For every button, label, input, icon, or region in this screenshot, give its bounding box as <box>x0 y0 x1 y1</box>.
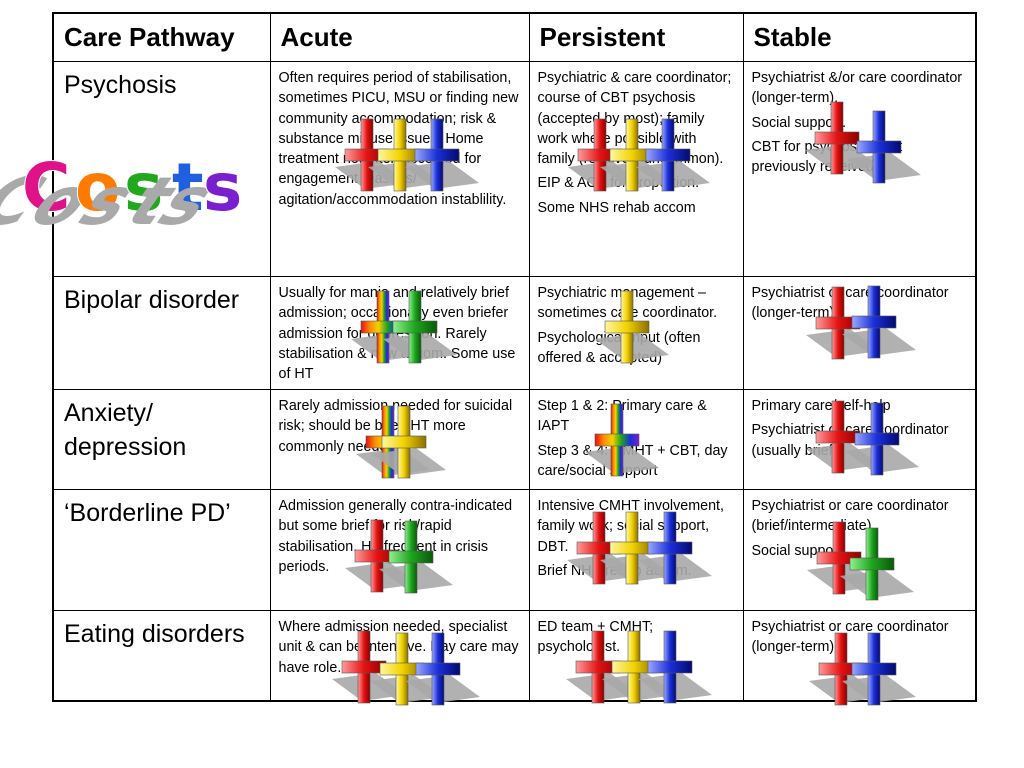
stable-anxiety: Primary care/self-help Psychiatrist or c… <box>742 389 977 490</box>
persistent-anxiety: Step 1 & 2: Primary care & IAPT Step 3 &… <box>528 389 744 490</box>
cell-text: EIP & AOT for proportion. <box>537 175 700 192</box>
cell-text: Psychiatric & care coordinator; course o… <box>537 70 732 168</box>
stable-bipolar: Psychiatrist or care coordinator (longer… <box>742 276 977 390</box>
pathway-borderline: ‘Borderline PD’ <box>52 489 271 611</box>
cell-text: Psychological input (often offered & acc… <box>537 329 701 366</box>
persistent-eating: ED team + CMHT; psychologist. <box>528 610 744 702</box>
pathway-psychosis: Psychosis <box>52 61 271 277</box>
table-row-bipolar: Bipolar disorder Usually for mania and r… <box>52 276 977 390</box>
persistent-borderline: Intensive CMHT involvement, family work;… <box>528 489 744 611</box>
stable-borderline: Psychiatrist or care coordinator (brief/… <box>742 489 977 611</box>
cell-text: Psychiatric management – sometimes care … <box>537 285 718 322</box>
header-row: Care Pathway Acute Persistent Stable <box>52 12 977 62</box>
cell-text: Usually for mania and relatively brief a… <box>278 285 516 383</box>
table-row-borderline: ‘Borderline PD’ Admission generally cont… <box>52 489 977 611</box>
pathway-text: Psychosis <box>64 71 177 99</box>
pathway-text: depression <box>64 433 187 461</box>
acute-psychosis: Often requires period of stabilisation, … <box>269 61 530 277</box>
cell-text: Where admission needed, specialist unit … <box>278 619 519 676</box>
cell-text: Rarely admission needed for suicidal ris… <box>278 398 513 455</box>
pathway-text: Bipolar disorder <box>64 286 240 314</box>
pathway-eating: Eating disorders <box>52 610 271 702</box>
cell-text: CBT for psychosis if not previously rece… <box>751 138 903 176</box>
cell-text: Psychiatrist or care coordinator (brief/… <box>751 498 949 535</box>
cell-text: Some NHS rehab accom <box>537 199 696 216</box>
header-acute: Acute <box>269 12 530 62</box>
cell-text: Social support. <box>751 542 847 559</box>
pathway-text: Eating disorders <box>64 620 245 648</box>
acute-bipolar: Usually for mania and relatively brief a… <box>269 276 530 390</box>
cell-text: Brief NHS rehab accom. <box>537 562 692 579</box>
cell-text: Step 3 & 4: CMHT + CBT, day care/social … <box>537 442 728 479</box>
acute-anxiety: Rarely admission needed for suicidal ris… <box>269 389 530 490</box>
cell-text: Psychiatrist or care coordinator (longer… <box>751 619 949 656</box>
acute-borderline: Admission generally contra-indicated but… <box>269 489 530 611</box>
stable-psychosis: Psychiatrist &/or care coordinator (long… <box>742 61 977 277</box>
persistent-psychosis: Psychiatric & care coordinator; course o… <box>528 61 744 277</box>
pathway-bipolar: Bipolar disorder <box>52 276 271 390</box>
pathway-text: ‘Borderline PD’ <box>64 499 231 527</box>
care-pathway-table: Care Pathway Acute Persistent Stable Psy… <box>52 12 977 702</box>
cell-text: Intensive CMHT involvement, family work;… <box>537 498 724 555</box>
header-persistent: Persistent <box>528 12 744 62</box>
table-row-psychosis: Psychosis Often requires period of stabi… <box>52 61 977 277</box>
persistent-bipolar: Psychiatric management – sometimes care … <box>528 276 744 390</box>
cell-text: Psychiatrist or care coordinator (usuall… <box>751 422 949 459</box>
header-care-pathway: Care Pathway <box>52 12 271 62</box>
pathway-text: Anxiety/ <box>64 399 153 427</box>
cell-text: Admission generally contra-indicated but… <box>278 498 513 575</box>
header-stable: Stable <box>742 12 977 62</box>
stable-eating: Psychiatrist or care coordinator (longer… <box>742 610 977 702</box>
cell-text: ED team + CMHT; psychologist. <box>537 619 654 656</box>
cell-text: Step 1 & 2: Primary care & IAPT <box>537 398 707 435</box>
cell-text: Psychiatrist &/or care coordinator (long… <box>751 70 963 107</box>
table-row-eating: Eating disorders Where admission needed,… <box>52 610 977 702</box>
acute-eating: Where admission needed, specialist unit … <box>269 610 530 702</box>
cell-text: Primary care/self-help <box>751 398 891 414</box>
pathway-anxiety: Anxiety/ depression <box>52 389 271 490</box>
cell-text: Social support. <box>751 114 847 131</box>
cell-text: Often requires period of stabilisation, … <box>278 70 519 208</box>
cell-text: Psychiatrist or care coordinator (longer… <box>751 285 949 322</box>
table-row-anxiety: Anxiety/ depression Rarely admission nee… <box>52 389 977 490</box>
